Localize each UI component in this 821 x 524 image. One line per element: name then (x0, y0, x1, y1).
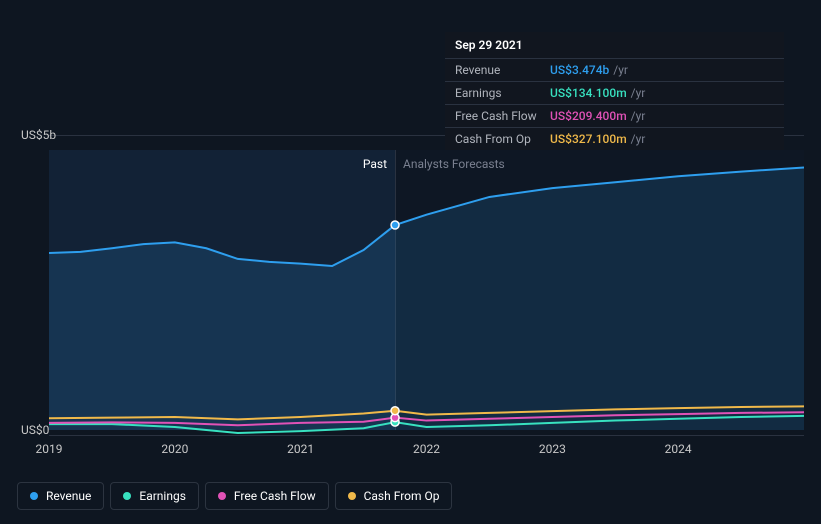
legend-label: Cash From Op (364, 489, 440, 503)
tooltip-row: RevenueUS$3.474b/yr (445, 59, 784, 82)
tooltip-row-value: US$134.100m (550, 86, 627, 100)
tooltip-row-label: Free Cash Flow (455, 109, 550, 123)
tooltip-row-unit: /yr (613, 63, 628, 77)
y-tick-label: US$0 (21, 423, 71, 437)
legend-label: Earnings (139, 489, 186, 503)
legend-item-cash-from-op[interactable]: Cash From Op (335, 482, 453, 510)
tooltip-date: Sep 29 2021 (445, 32, 784, 59)
tooltip-row-label: Earnings (455, 86, 550, 100)
tooltip-row: Free Cash FlowUS$209.400m/yr (445, 105, 784, 128)
legend-label: Free Cash Flow (234, 489, 316, 503)
legend-item-earnings[interactable]: Earnings (110, 482, 199, 510)
tooltip-row-value: US$209.400m (550, 109, 627, 123)
tooltip-row-value: US$3.474b (550, 63, 609, 77)
legend-item-free-cash-flow[interactable]: Free Cash Flow (205, 482, 329, 510)
past-section-label: Past (363, 157, 387, 171)
tooltip-row-unit: /yr (631, 109, 646, 123)
legend-dot (218, 492, 226, 500)
forecast-section-label: Analysts Forecasts (403, 157, 505, 171)
legend-item-revenue[interactable]: Revenue (17, 482, 104, 510)
financial-chart: Past Analysts Forecasts US$0US$5b 201920… (17, 10, 804, 468)
tooltip-row-label: Revenue (455, 63, 550, 77)
tooltip-row-value: US$327.100m (550, 132, 627, 146)
tooltip-row-label: Cash From Op (455, 132, 550, 146)
chart-tooltip: Sep 29 2021 RevenueUS$3.474b/yrEarningsU… (445, 32, 784, 150)
tooltip-row: EarningsUS$134.100m/yr (445, 82, 784, 105)
tooltip-row-unit: /yr (631, 86, 646, 100)
tooltip-row: Cash From OpUS$327.100m/yr (445, 128, 784, 150)
legend-dot (348, 492, 356, 500)
y-tick-label: US$5b (21, 128, 71, 142)
tooltip-row-unit: /yr (631, 132, 646, 146)
legend-dot (123, 492, 131, 500)
legend-label: Revenue (46, 489, 91, 503)
chart-legend: Revenue Earnings Free Cash Flow Cash From O… (17, 482, 452, 510)
legend-dot (30, 492, 38, 500)
